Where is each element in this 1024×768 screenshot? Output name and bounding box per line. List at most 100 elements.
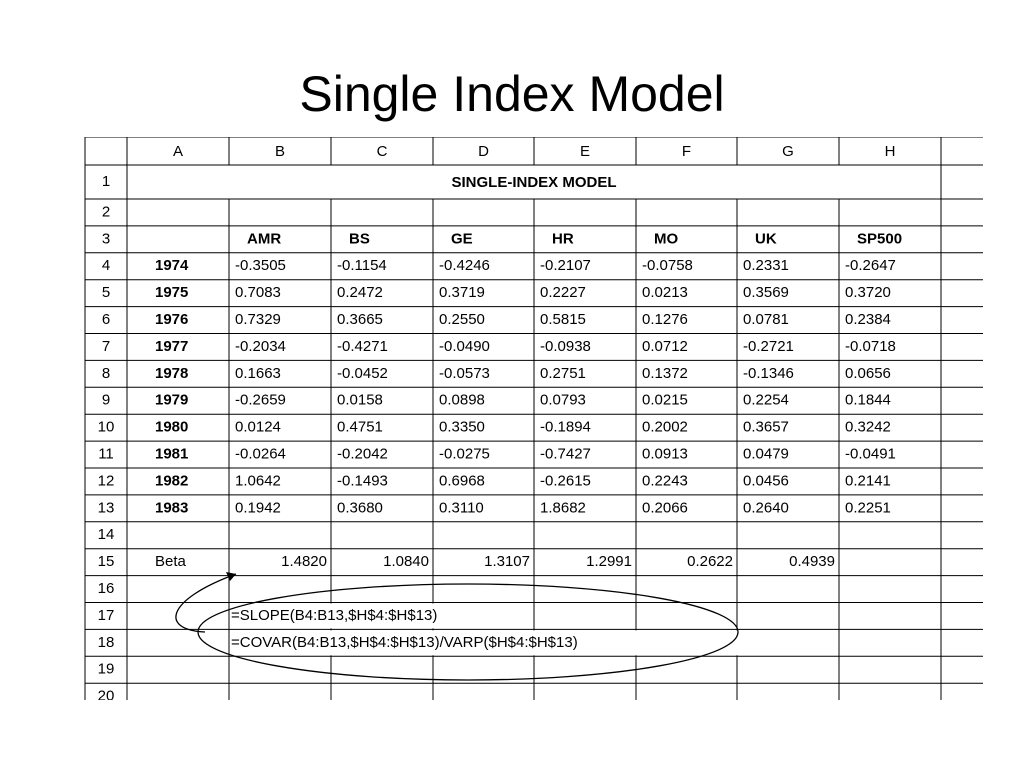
return-value: 0.2384: [845, 311, 891, 328]
return-value: -0.3505: [235, 257, 286, 274]
row-number: 17: [98, 607, 115, 624]
formula-bg: [230, 603, 522, 629]
return-value: 0.3350: [439, 419, 485, 436]
column-title: GE: [451, 230, 473, 247]
return-value: -0.2107: [540, 257, 591, 274]
return-value: 0.1372: [642, 365, 688, 382]
year: 1981: [155, 446, 188, 463]
return-value: 0.0479: [743, 446, 789, 463]
return-value: 0.2331: [743, 257, 789, 274]
return-value: -0.7427: [540, 446, 591, 463]
return-value: 0.2640: [743, 499, 789, 516]
return-value: 0.3719: [439, 284, 485, 301]
formula: =COVAR(B4:B13,$H$4:$H$13)/VARP($H$4:$H$1…: [231, 634, 578, 651]
row-number: 13: [98, 499, 115, 516]
return-value: 1.0642: [235, 472, 281, 489]
return-value: 0.2751: [540, 365, 586, 382]
return-value: -0.4246: [439, 257, 490, 274]
year: 1976: [155, 311, 188, 328]
column-title: MO: [654, 230, 678, 247]
return-value: -0.0264: [235, 446, 286, 463]
return-value: 0.2227: [540, 284, 586, 301]
return-value: -0.0275: [439, 446, 490, 463]
return-value: 0.0456: [743, 472, 789, 489]
return-value: 0.0913: [642, 446, 688, 463]
return-value: 0.0213: [642, 284, 688, 301]
beta-value: 1.0840: [383, 553, 429, 570]
column-header: H: [885, 143, 896, 160]
return-value: 0.0898: [439, 392, 485, 409]
return-value: 0.4751: [337, 419, 383, 436]
return-value: 0.0158: [337, 392, 383, 409]
year: 1980: [155, 419, 188, 436]
return-value: 0.6968: [439, 472, 485, 489]
row-number: 1: [102, 173, 110, 190]
return-value: 0.2243: [642, 472, 688, 489]
year: 1983: [155, 499, 188, 516]
beta-label: Beta: [155, 553, 187, 570]
return-value: 0.3242: [845, 419, 891, 436]
return-value: -0.1894: [540, 419, 591, 436]
return-value: -0.4271: [337, 338, 388, 355]
return-value: 0.2472: [337, 284, 383, 301]
row-number: 20: [98, 688, 115, 705]
column-title: SP500: [857, 230, 902, 247]
column-header: B: [275, 143, 285, 160]
return-value: 0.7329: [235, 311, 281, 328]
row-number: 5: [102, 284, 110, 301]
return-value: -0.0758: [642, 257, 693, 274]
year: 1982: [155, 472, 188, 489]
row-number: 9: [102, 392, 110, 409]
slide-title: Single Index Model: [299, 66, 724, 122]
beta-value: 0.2622: [687, 553, 733, 570]
return-value: 0.2251: [845, 499, 891, 516]
return-value: 0.3110: [439, 499, 484, 516]
return-value: 0.2550: [439, 311, 485, 328]
row-number: 14: [98, 526, 115, 543]
return-value: 0.3657: [743, 419, 789, 436]
column-header: G: [782, 143, 794, 160]
row-number: 2: [102, 203, 110, 220]
return-value: 0.3680: [337, 499, 383, 516]
column-header: C: [377, 143, 388, 160]
row-number: 19: [98, 661, 115, 678]
return-value: -0.1346: [743, 365, 794, 382]
return-value: 0.3569: [743, 284, 789, 301]
return-value: 0.0656: [845, 365, 891, 382]
return-value: -0.2034: [235, 338, 286, 355]
row-number: 7: [102, 338, 110, 355]
row-number: 12: [98, 472, 115, 489]
return-value: 0.1942: [235, 499, 281, 516]
beta-value: 1.3107: [484, 553, 530, 570]
return-value: -0.1154: [337, 257, 387, 274]
year: 1974: [155, 257, 189, 274]
return-value: -0.2042: [337, 446, 388, 463]
spreadsheet: A B C D E F G H1234567891011121314151617181920S…: [84, 137, 983, 705]
beta-value: 0.4939: [789, 553, 835, 570]
column-title: BS: [349, 230, 370, 247]
return-value: -0.0490: [439, 338, 490, 355]
return-value: 0.1276: [642, 311, 688, 328]
return-value: -0.2721: [743, 338, 794, 355]
row-number: 8: [102, 365, 110, 382]
column-header: D: [478, 143, 489, 160]
return-value: 0.1844: [845, 392, 891, 409]
year: 1978: [155, 365, 188, 382]
return-value: -0.2615: [540, 472, 591, 489]
beta-value: 1.2991: [586, 553, 632, 570]
year: 1975: [155, 284, 188, 301]
return-value: 0.0781: [743, 311, 789, 328]
return-value: 0.3665: [337, 311, 383, 328]
row-number: 4: [102, 257, 110, 274]
return-value: 0.2141: [845, 472, 891, 489]
column-title: HR: [552, 230, 574, 247]
return-value: -0.2647: [845, 257, 896, 274]
banner: SINGLE-INDEX MODEL: [451, 174, 616, 191]
row-number: 3: [102, 230, 110, 247]
return-value: 0.2002: [642, 419, 688, 436]
row-number: 16: [98, 580, 115, 597]
row-number: 6: [102, 311, 110, 328]
return-value: 0.0712: [642, 338, 688, 355]
column-header: E: [580, 143, 590, 160]
